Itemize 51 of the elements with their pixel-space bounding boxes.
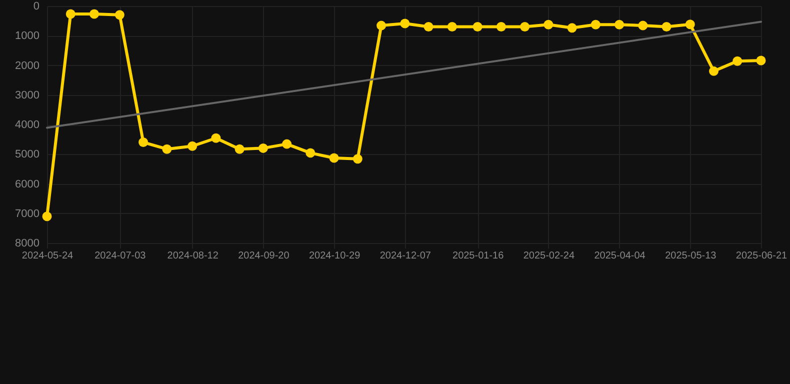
y-tick-label: 6000 (15, 178, 40, 190)
x-tick-label: 2025-02-24 (523, 250, 575, 262)
point (234, 144, 244, 154)
x-tick-label: 2025-06-21 (736, 250, 788, 262)
x-tick-label: 2025-01-16 (452, 250, 504, 262)
point (306, 148, 316, 158)
point (329, 153, 339, 163)
x-tick-label: 2024-07-03 (94, 250, 146, 262)
point (638, 20, 648, 30)
point (496, 22, 506, 32)
point (188, 141, 198, 151)
y-tick-label: 5000 (15, 148, 40, 161)
point (544, 20, 554, 30)
point (567, 23, 577, 33)
point (400, 18, 410, 28)
y-tick-label: 8000 (15, 238, 40, 250)
point (42, 212, 52, 222)
point (447, 22, 457, 32)
point (138, 138, 148, 148)
point (709, 66, 719, 76)
y-tick-label: 4000 (15, 119, 40, 131)
x-tick-label: 2024-09-20 (238, 250, 290, 262)
point (614, 20, 624, 30)
point (590, 20, 600, 30)
y-tick-label: 3000 (15, 89, 40, 102)
point (520, 22, 530, 32)
point (89, 9, 99, 19)
point (211, 133, 221, 143)
x-tick-label: 2024-08-12 (167, 250, 219, 262)
x-tick-label: 2024-12-07 (380, 250, 432, 262)
point (114, 10, 124, 20)
point (732, 56, 742, 66)
x-tick-label: 2024-05-24 (22, 250, 74, 262)
x-tick-label: 2025-04-04 (594, 250, 646, 262)
point (662, 22, 672, 32)
y-tick-label: 1000 (15, 30, 40, 42)
point (376, 20, 386, 30)
x-tick-label: 2025-05-13 (665, 250, 717, 262)
y-tick-label: 0 (33, 0, 40, 12)
point (424, 22, 434, 32)
point (282, 139, 292, 149)
point (756, 56, 766, 66)
y-tick-label: 2000 (15, 60, 40, 72)
point (258, 143, 268, 153)
point (162, 144, 172, 154)
point (66, 9, 76, 19)
y-tick-label: 7000 (15, 208, 40, 220)
x-tick-label: 2024-10-29 (308, 250, 361, 262)
point (685, 20, 695, 30)
point (352, 154, 362, 164)
point (472, 22, 482, 32)
